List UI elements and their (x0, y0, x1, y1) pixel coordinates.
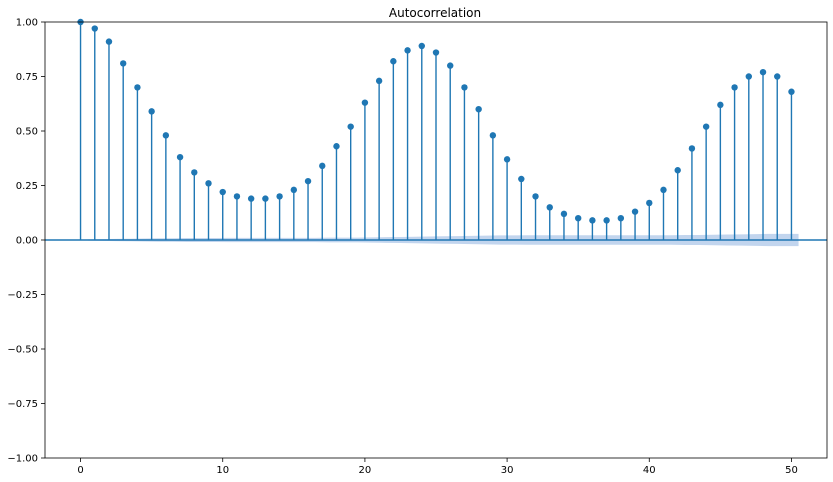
acf-point (191, 169, 198, 176)
acf-point (233, 193, 241, 200)
acf-point (646, 199, 653, 207)
acf-point (759, 68, 767, 76)
acf-point (617, 215, 625, 222)
acf-point (461, 84, 468, 91)
acf-point (745, 73, 752, 80)
acf-point (105, 38, 113, 45)
acf-point (574, 215, 582, 222)
acf-point (162, 132, 170, 139)
acf-point (262, 195, 269, 202)
acf-point (390, 58, 397, 65)
acf-point (518, 175, 525, 183)
acf-point (702, 123, 710, 130)
acf-point (674, 167, 681, 174)
acf-point (432, 49, 440, 56)
y-tick-label: 0.25 (16, 181, 38, 192)
acf-point (319, 162, 326, 170)
acf-point (404, 47, 411, 54)
acf-point (247, 195, 255, 202)
acf-point (475, 106, 482, 113)
x-tick-label: 50 (785, 465, 798, 476)
x-tick-label: 30 (501, 465, 514, 476)
acf-point (304, 177, 312, 185)
acf-point (375, 77, 383, 85)
y-tick-label: 0.75 (16, 72, 38, 83)
acf-point (603, 217, 610, 224)
y-tick-label: 0.50 (16, 127, 38, 138)
axes: 0 10 20 30 40 50 −1.00 −0.75 −0.50 −0.25 0.00 0.25 0… (7, 18, 828, 476)
acf-point (205, 180, 212, 187)
acf-point (546, 204, 553, 211)
acf-point (560, 210, 568, 218)
acf-point (717, 101, 724, 109)
x-tick-label: 0 (77, 465, 83, 476)
acf-point (148, 108, 155, 115)
acf-point (489, 132, 497, 139)
acf-point (447, 62, 454, 69)
y-tick-label: −0.50 (7, 345, 38, 356)
x-tick-label: 20 (359, 465, 372, 476)
y-tick-label: −1.00 (7, 454, 38, 465)
acf-point (219, 188, 226, 196)
acf-point (418, 42, 425, 50)
plot-area (45, 18, 827, 247)
acf-point (347, 123, 354, 130)
y-tick-label: −0.25 (7, 290, 38, 301)
acf-point (120, 60, 127, 67)
y-tick-label: −0.75 (7, 399, 38, 410)
acf-point (276, 193, 283, 200)
chart-title: Autocorrelation (389, 6, 481, 20)
acf-point (91, 25, 98, 32)
acf-point (361, 99, 369, 106)
acf-point (660, 186, 667, 194)
acf-point (503, 156, 511, 163)
acf-point (532, 193, 539, 200)
acf-point (631, 208, 639, 215)
acf-point (788, 88, 795, 95)
y-tick-label: 0.00 (16, 236, 38, 247)
acf-point (688, 145, 696, 152)
acf-point (176, 153, 184, 161)
acf-point (731, 84, 738, 91)
acf-point (290, 186, 298, 194)
x-tick-label: 40 (643, 465, 656, 476)
acf-point (589, 217, 596, 224)
y-tick-label: 1.00 (16, 18, 38, 29)
acf-point (134, 84, 141, 91)
acf-point (774, 73, 781, 80)
x-tick-label: 10 (216, 465, 229, 476)
acf-point (333, 143, 340, 150)
